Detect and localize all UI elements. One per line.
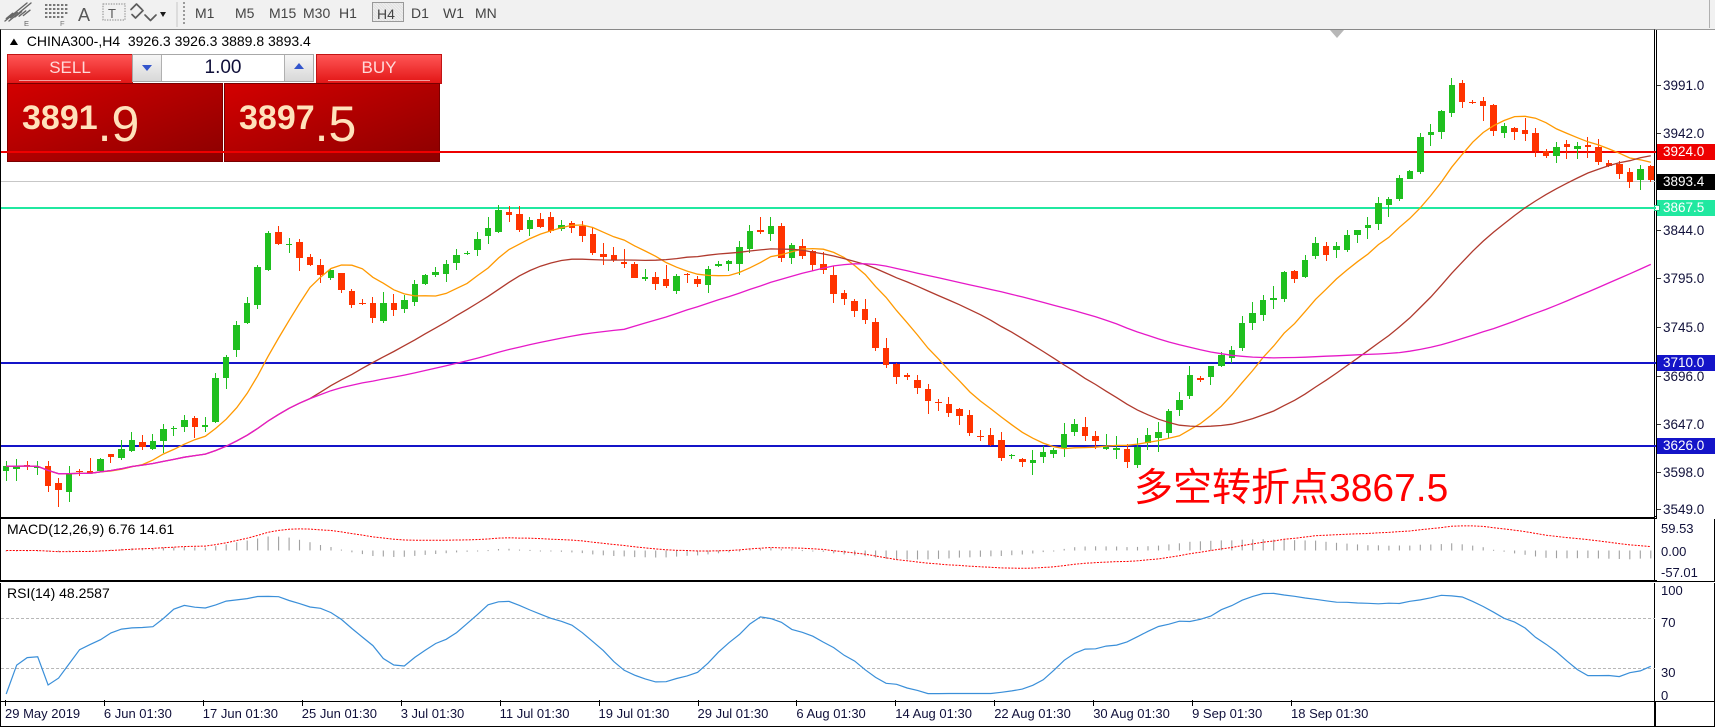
svg-text:A: A	[78, 5, 90, 25]
svg-text:F: F	[60, 19, 65, 28]
svg-text:E: E	[24, 19, 29, 28]
svg-text:T: T	[108, 6, 116, 21]
